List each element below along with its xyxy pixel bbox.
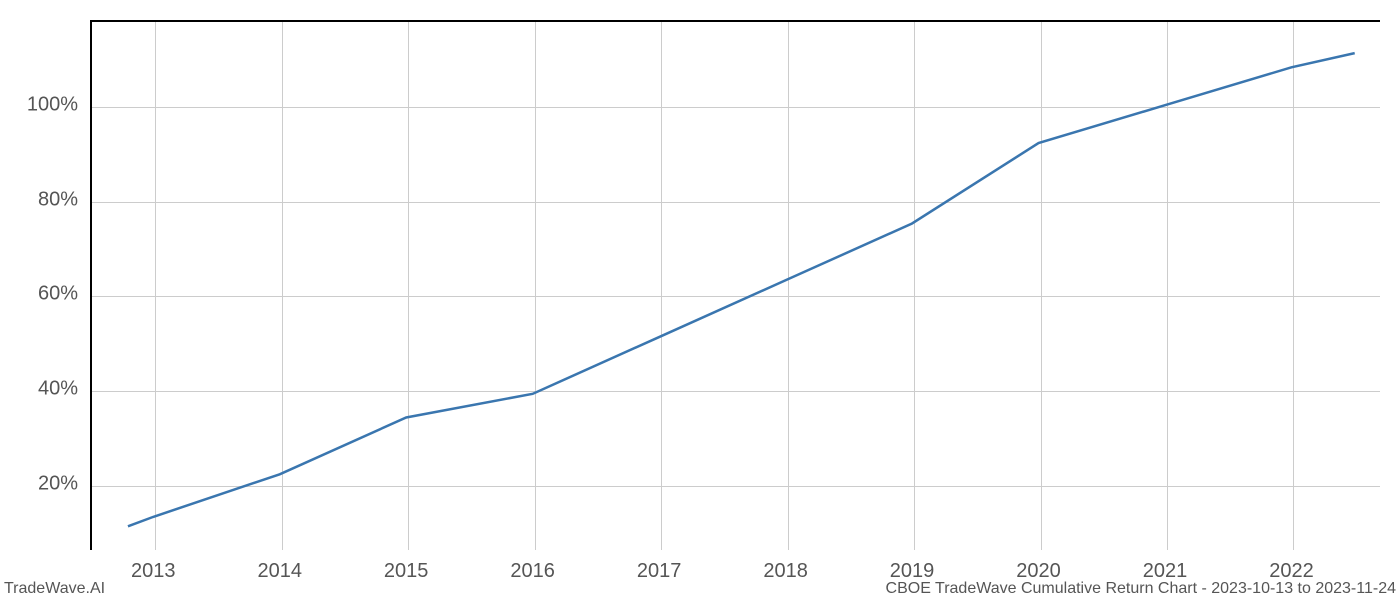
y-tick-label: 80%	[38, 188, 78, 211]
x-tick-label: 2017	[637, 560, 682, 583]
x-tick-label: 2018	[763, 560, 808, 583]
y-tick-label: 100%	[27, 94, 78, 117]
chart-plot-area: 2013201420152016201720182019202020212022…	[90, 20, 1380, 550]
return-line	[128, 53, 1355, 526]
footer-caption: CBOE TradeWave Cumulative Return Chart -…	[886, 580, 1396, 598]
x-tick-label: 2016	[510, 560, 555, 583]
y-tick-label: 60%	[38, 283, 78, 306]
x-tick-label: 2014	[257, 560, 302, 583]
line-series-svg	[90, 20, 1380, 550]
y-tick-label: 20%	[38, 472, 78, 495]
footer-brand: TradeWave.AI	[4, 580, 105, 598]
x-tick-label: 2015	[384, 560, 429, 583]
x-tick-label: 2013	[131, 560, 176, 583]
y-tick-label: 40%	[38, 378, 78, 401]
